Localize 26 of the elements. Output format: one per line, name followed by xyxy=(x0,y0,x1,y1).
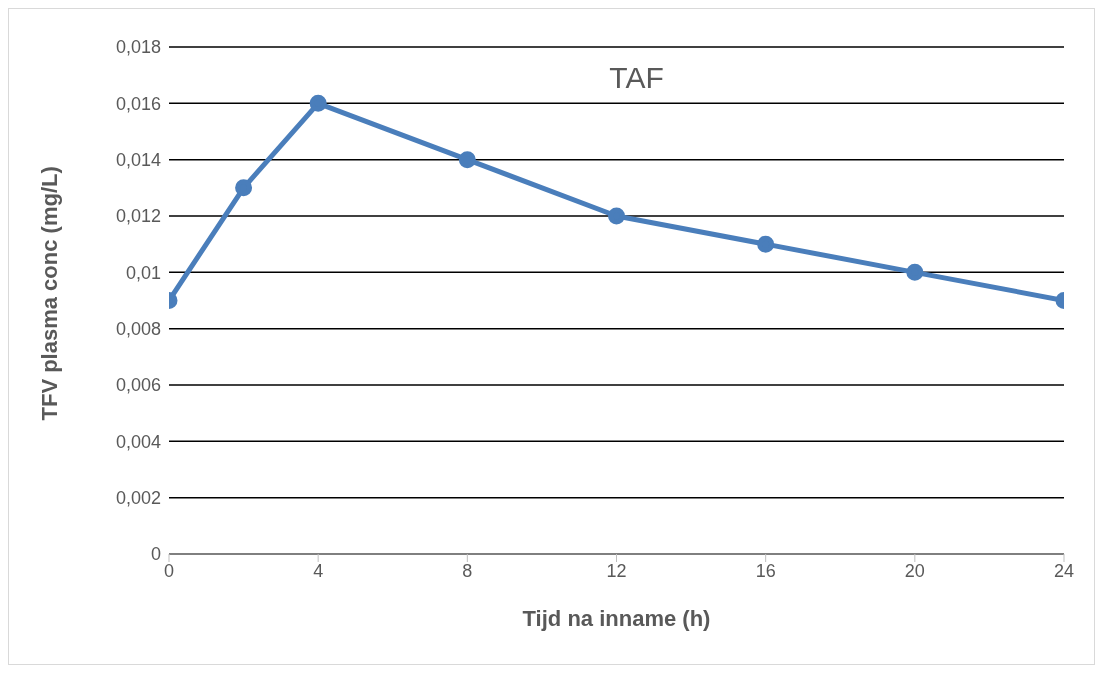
x-tick-label: 24 xyxy=(1053,560,1075,581)
x-tick-label: 4 xyxy=(313,560,324,581)
x-axis-title: Tijd na inname (h) xyxy=(522,606,711,631)
point xyxy=(757,235,775,253)
text: TAF xyxy=(608,61,665,95)
point xyxy=(906,263,924,281)
point xyxy=(235,179,253,197)
y-tick-label: 0,004 xyxy=(115,431,161,452)
y-tick-label: 0,008 xyxy=(115,319,161,340)
point xyxy=(458,151,476,169)
x-tick-label: 12 xyxy=(606,560,627,581)
y-tick-label: 0,002 xyxy=(115,488,161,509)
y-tick-label: 0,006 xyxy=(115,375,161,396)
x-tick-label: 8 xyxy=(462,560,473,581)
y-tick-label: 0,01 xyxy=(125,262,161,283)
x-tick-label: 20 xyxy=(904,560,925,581)
y-tick-label: 0 xyxy=(150,544,161,565)
x-tick-label: 0 xyxy=(163,560,175,581)
x-tick-label: 16 xyxy=(755,560,776,581)
y-tick-label: 0,018 xyxy=(115,37,161,58)
point xyxy=(608,207,625,225)
y-tick-label: 0,016 xyxy=(115,93,161,114)
y-tick-label: 0,012 xyxy=(115,206,161,227)
y-tick-label: 0,014 xyxy=(115,150,161,171)
point xyxy=(309,94,327,112)
y-axis-title: TFV plasma conc (mg/L) xyxy=(36,166,62,421)
